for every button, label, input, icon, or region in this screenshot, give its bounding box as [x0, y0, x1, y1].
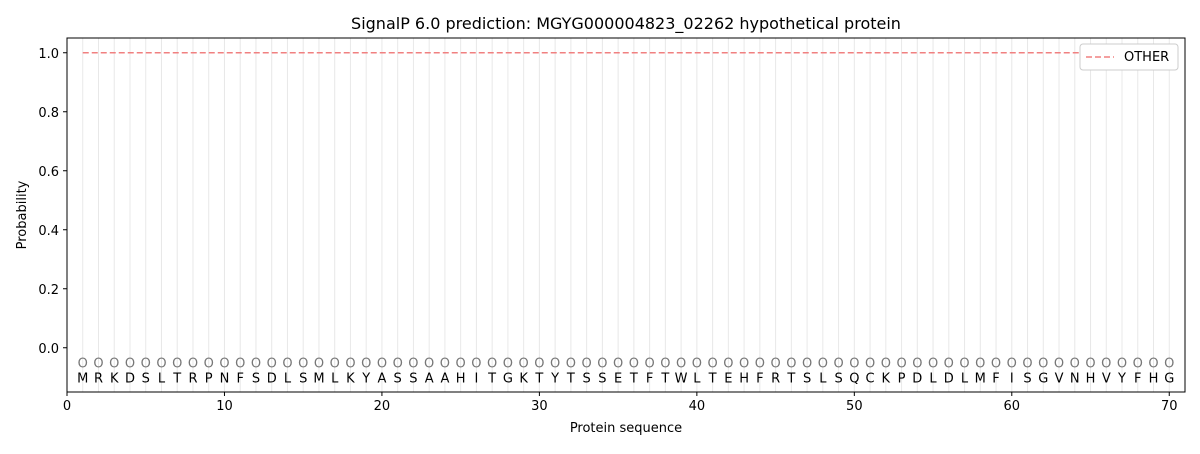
residue-label: S: [299, 371, 307, 386]
residue-label: S: [394, 371, 402, 386]
residue-label: D: [125, 371, 135, 386]
residue-label: T: [172, 371, 181, 386]
residue-label: A: [377, 371, 386, 386]
x-tick-label: 50: [846, 399, 863, 414]
residue-label: Q: [849, 371, 859, 386]
legend: OTHER: [1079, 43, 1179, 71]
residue-label: M: [77, 371, 88, 386]
residue-label: G: [503, 371, 513, 386]
residue-label: P: [205, 371, 213, 386]
residue-label: F: [756, 371, 763, 386]
x-tick-label: 20: [374, 399, 391, 414]
residue-label: K: [519, 371, 528, 386]
residue-label: M: [313, 371, 324, 386]
residue-label: S: [834, 371, 842, 386]
residue-label: L: [331, 371, 339, 386]
residue-label: L: [284, 371, 292, 386]
residue-label: D: [944, 371, 954, 386]
y-axis-label: Probability: [15, 180, 30, 249]
residue-label: T: [786, 371, 795, 386]
residue-label: I: [474, 371, 478, 386]
residue-label: L: [929, 371, 937, 386]
residue-label: T: [487, 371, 496, 386]
residue-label: N: [220, 371, 230, 386]
residue-label: W: [675, 371, 688, 386]
residue-label: L: [693, 371, 701, 386]
residue-label: V: [1102, 371, 1111, 386]
residue-label: H: [456, 371, 466, 386]
residue-label: L: [961, 371, 969, 386]
residue-label: A: [440, 371, 449, 386]
residue-label: P: [898, 371, 906, 386]
residue-label: E: [614, 371, 622, 386]
x-tick-label: 30: [531, 399, 548, 414]
x-axis-label: Protein sequence: [570, 421, 682, 436]
residue-label: I: [1010, 371, 1014, 386]
residue-label: S: [583, 371, 591, 386]
residue-label: R: [771, 371, 780, 386]
residue-label: Y: [1117, 371, 1126, 386]
residue-label: E: [724, 371, 732, 386]
y-tick-label: 0.2: [38, 283, 59, 298]
residue-label: F: [236, 371, 243, 386]
residue-label: S: [803, 371, 811, 386]
residue-label: Y: [361, 371, 370, 386]
y-tick-label: 0.8: [38, 106, 59, 121]
residue-label: G: [1164, 371, 1174, 386]
x-tick-label: 10: [216, 399, 233, 414]
residue-label: T: [629, 371, 638, 386]
predicted-labels-row: OOOOOOOOOOOOOOOOOOOOOOOOOOOOOOOOOOOOOOOO…: [78, 357, 1175, 372]
residue-label: D: [912, 371, 922, 386]
residue-label: T: [708, 371, 717, 386]
residue-label: S: [598, 371, 606, 386]
residue-label: H: [739, 371, 749, 386]
residue-label: H: [1086, 371, 1096, 386]
x-tick-label: 60: [1004, 399, 1021, 414]
residue-label: F: [992, 371, 999, 386]
residue-label: S: [252, 371, 260, 386]
x-tick-label: 70: [1161, 399, 1178, 414]
plot-frame: [66, 37, 1186, 393]
residue-label: F: [646, 371, 653, 386]
residue-label: T: [566, 371, 575, 386]
residue-label: Y: [550, 371, 559, 386]
residue-label: F: [1134, 371, 1141, 386]
y-tick-label: 0.6: [38, 165, 59, 180]
legend-label-other: OTHER: [1124, 50, 1169, 65]
residue-label: R: [94, 371, 103, 386]
residue-label: K: [346, 371, 355, 386]
residue-label: L: [819, 371, 827, 386]
residue-label: S: [1023, 371, 1031, 386]
residue-label: S: [142, 371, 150, 386]
residue-label: S: [409, 371, 417, 386]
residue-label: A: [425, 371, 434, 386]
residue-label: V: [1055, 371, 1064, 386]
chart-title: SignalP 6.0 prediction: MGYG000004823_02…: [351, 14, 901, 34]
residue-label: D: [267, 371, 277, 386]
residue-label: G: [1038, 371, 1048, 386]
y-tick-label: 1.0: [38, 47, 59, 62]
residue-label: T: [660, 371, 669, 386]
residue-label: C: [866, 371, 875, 386]
y-tick-label: 0.0: [38, 342, 59, 357]
residue-label: K: [882, 371, 891, 386]
residue-label: N: [1070, 371, 1080, 386]
y-tick-label: 0.4: [38, 224, 59, 239]
residue-label: H: [1149, 371, 1159, 386]
residue-label: R: [188, 371, 197, 386]
residue-label: K: [110, 371, 119, 386]
x-tick-label: 0: [63, 399, 71, 414]
residue-label: T: [534, 371, 543, 386]
x-tick-label: 40: [689, 399, 706, 414]
residue-label: L: [158, 371, 166, 386]
residue-label: M: [975, 371, 986, 386]
